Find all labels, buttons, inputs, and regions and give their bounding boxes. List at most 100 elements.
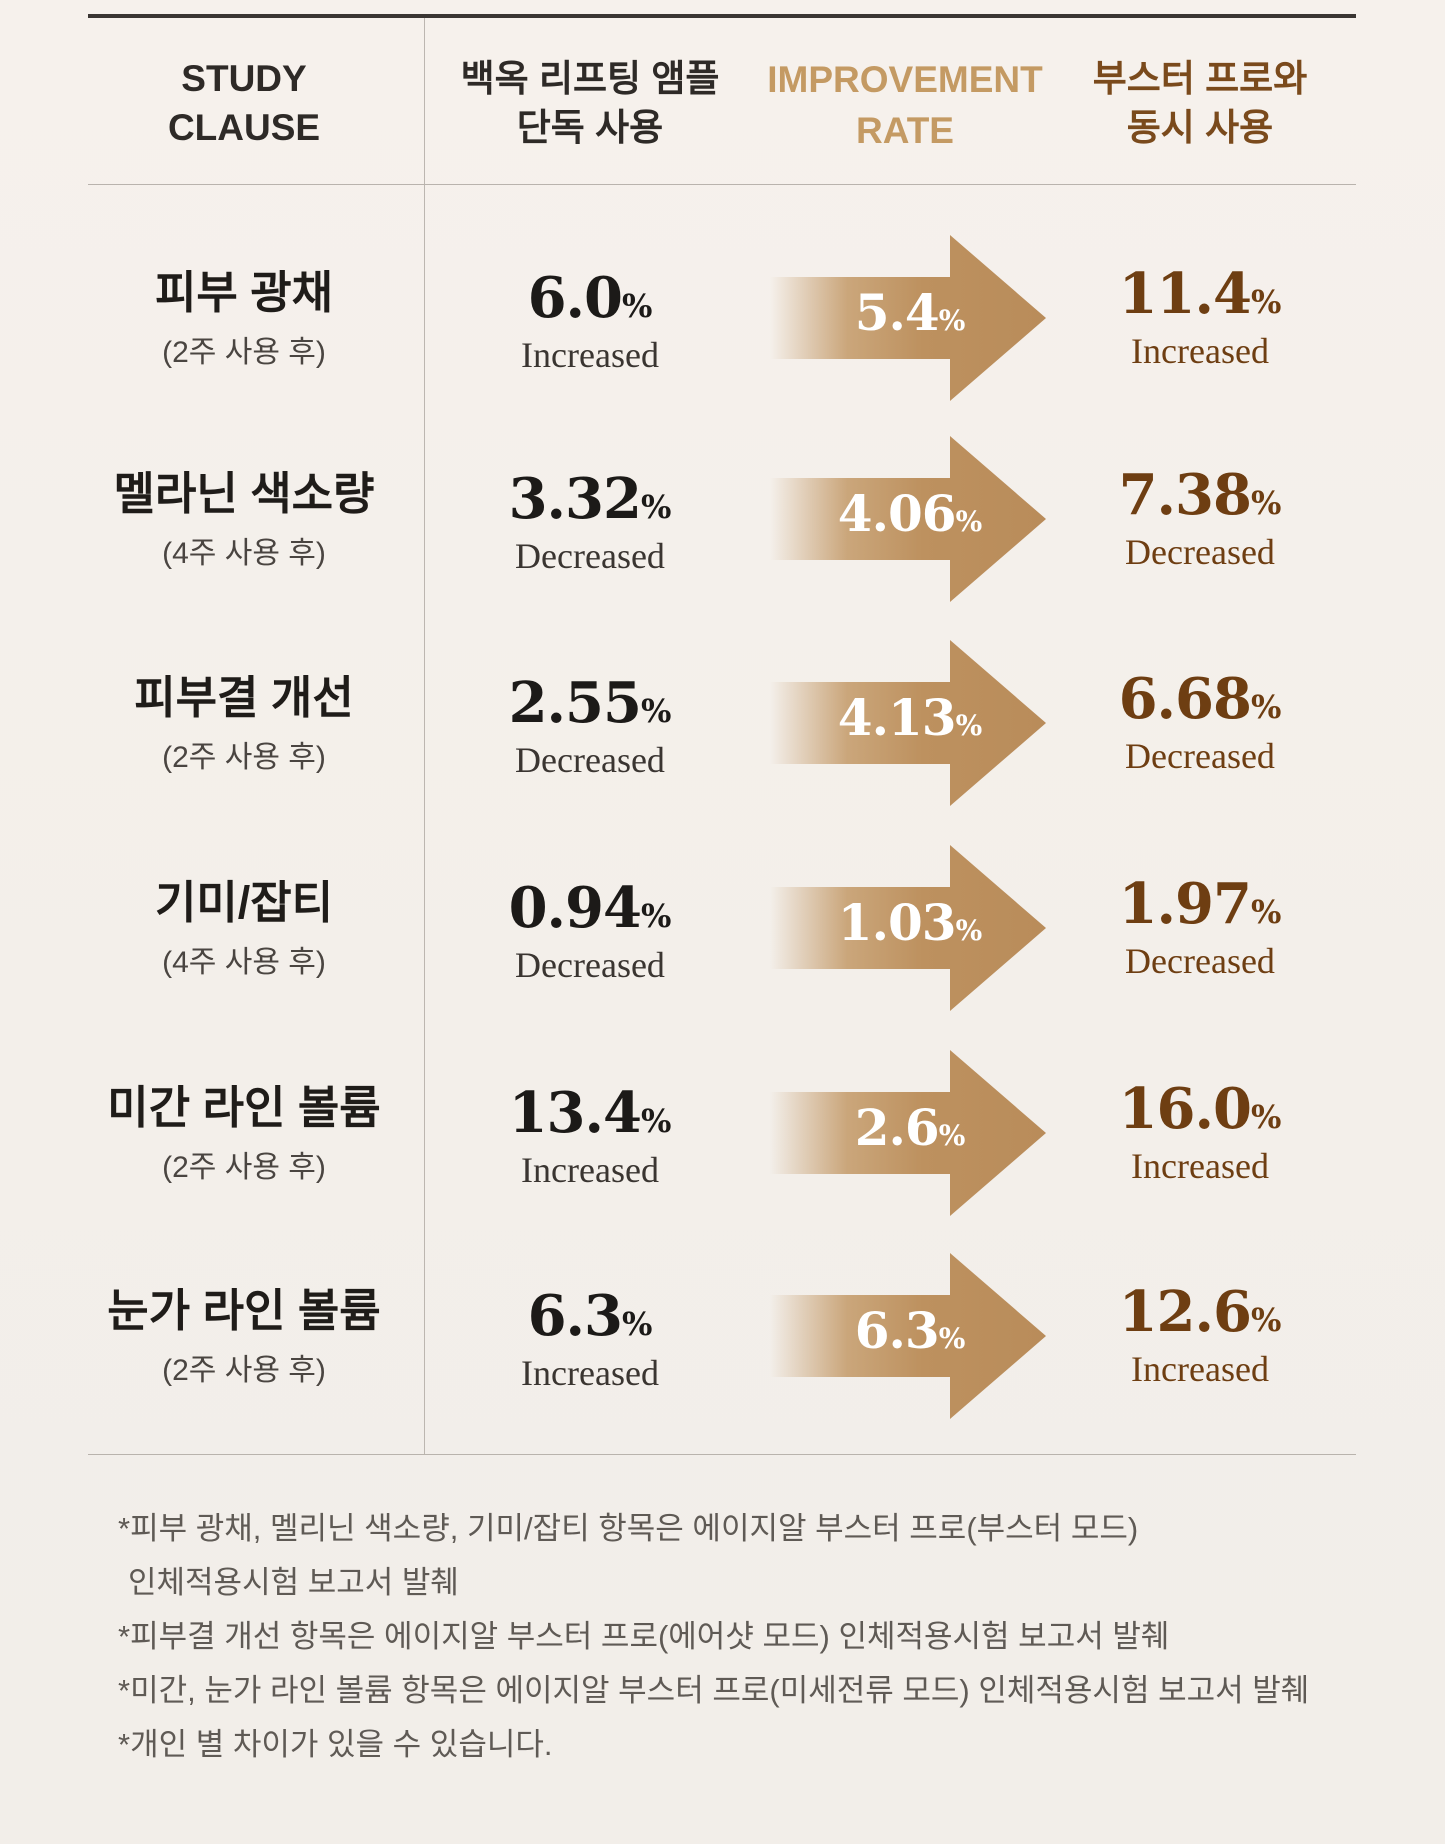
- table-row: 기미/잡티 (4주 사용 후) 0.94% Decreased: [0, 825, 1445, 1030]
- improvement-arrow: 4.06%: [770, 436, 1046, 602]
- footnotes: *피부 광채, 멜리닌 색소량, 기미/잡티 항목은 에이지알 부스터 프로(부…: [118, 1502, 1378, 1772]
- study-clause-cell: 멜라닌 색소량 (4주 사용 후): [88, 466, 400, 574]
- combo-use-result: 12.6% Increased: [1070, 1279, 1330, 1389]
- combo-value: 6.68: [1118, 666, 1252, 732]
- percent-sign: %: [1250, 484, 1282, 522]
- combo-label: Increased: [1131, 1146, 1269, 1186]
- percent-sign: %: [1250, 283, 1282, 321]
- solo-label: Decreased: [515, 536, 665, 576]
- arrow-icon: [770, 1253, 1046, 1419]
- header-rule: [88, 184, 1356, 185]
- percent-sign: %: [955, 914, 983, 947]
- combo-use-result: 6.68% Decreased: [1070, 666, 1330, 776]
- combo-value: 7.38: [1118, 462, 1252, 528]
- table-row: 피부결 개선 (2주 사용 후) 2.55% Decreased: [0, 620, 1445, 825]
- improvement-rate: 1.03%: [830, 893, 990, 965]
- clause-title: 눈가 라인 볼륨: [107, 1285, 381, 1336]
- combo-use-result: 1.97% Decreased: [1070, 871, 1330, 981]
- clause-period: (4주 사용 후): [162, 946, 326, 979]
- improvement-arrow: 6.3%: [770, 1253, 1046, 1419]
- solo-value: 2.55: [508, 670, 642, 736]
- study-clause-cell: 눈가 라인 볼륨 (2주 사용 후): [88, 1283, 400, 1391]
- combo-label: Increased: [1131, 1349, 1269, 1389]
- combo-use-result: 16.0% Increased: [1070, 1076, 1330, 1186]
- improvement-rate: 4.06%: [830, 484, 990, 556]
- improvement-arrow: 2.6%: [770, 1050, 1046, 1216]
- rate-value: 4.06: [837, 484, 957, 543]
- rate-value: 6.3: [854, 1301, 940, 1360]
- solo-label: Decreased: [515, 945, 665, 985]
- solo-use-result: 6.3% Increased: [460, 1283, 720, 1393]
- solo-use-result: 3.32% Decreased: [460, 466, 720, 576]
- solo-value: 6.0: [527, 265, 623, 331]
- percent-sign: %: [622, 1305, 653, 1343]
- percent-sign: %: [955, 505, 983, 538]
- solo-value: 3.32: [508, 466, 642, 532]
- combo-value: 11.4: [1118, 261, 1252, 327]
- combo-label: Decreased: [1125, 941, 1275, 981]
- clause-title: 피부결 개선: [134, 672, 354, 723]
- clause-title: 미간 라인 볼륨: [107, 1082, 381, 1133]
- footnote: *미간, 눈가 라인 볼륨 항목은 에이지알 부스터 프로(미세전류 모드) 인…: [118, 1673, 1310, 1708]
- footnote: *개인 별 차이가 있을 수 있습니다.: [118, 1727, 553, 1762]
- improvement-arrow: 5.4%: [770, 235, 1046, 401]
- header-improvement-rate: IMPROVEMENT RATE: [767, 59, 1043, 151]
- solo-value: 0.94: [508, 875, 642, 941]
- table-row: 눈가 라인 볼륨 (2주 사용 후) 6.3% Increased: [0, 1233, 1445, 1438]
- improvement-arrow: 1.03%: [770, 845, 1046, 1011]
- clause-period: (2주 사용 후): [162, 741, 326, 774]
- percent-sign: %: [938, 304, 966, 337]
- combo-label: Decreased: [1125, 736, 1275, 776]
- percent-sign: %: [640, 1102, 672, 1140]
- solo-use-result: 0.94% Decreased: [460, 875, 720, 985]
- solo-use-result: 2.55% Decreased: [460, 670, 720, 780]
- solo-label: Decreased: [515, 740, 665, 780]
- column-divider: [424, 18, 425, 1454]
- bottom-rule: [88, 1454, 1356, 1455]
- combo-use-result: 7.38% Decreased: [1070, 462, 1330, 572]
- clause-period: (2주 사용 후): [162, 336, 326, 369]
- percent-sign: %: [622, 287, 653, 325]
- improvement-arrow: 4.13%: [770, 640, 1046, 806]
- rate-value: 1.03: [837, 893, 957, 952]
- combo-value: 12.6: [1118, 1279, 1252, 1345]
- solo-use-result: 6.0% Increased: [460, 265, 720, 375]
- combo-value: 16.0: [1118, 1076, 1252, 1142]
- solo-label: Increased: [521, 1150, 659, 1190]
- rate-value: 2.6: [854, 1098, 940, 1157]
- table-row: 미간 라인 볼륨 (2주 사용 후) 13.4% Increased: [0, 1030, 1445, 1235]
- solo-label: Increased: [521, 1353, 659, 1393]
- clause-title: 피부 광채: [154, 267, 334, 318]
- combo-label: Decreased: [1125, 532, 1275, 572]
- improvement-rate: 6.3%: [830, 1301, 990, 1373]
- footnote: 인체적용시험 보고서 발췌: [128, 1565, 459, 1600]
- table-row: 멜라닌 색소량 (4주 사용 후) 3.32% Decreased: [0, 416, 1445, 621]
- percent-sign: %: [1250, 1098, 1282, 1136]
- arrow-icon: [770, 235, 1046, 401]
- header-study-clause: STUDY CLAUSE: [167, 58, 321, 148]
- header-solo-use: 백옥 리프팅 앰플 단독 사용: [460, 58, 720, 148]
- percent-sign: %: [640, 488, 672, 526]
- table-row: 피부 광채 (2주 사용 후) 6.0% Increased 5: [0, 215, 1445, 420]
- percent-sign: %: [640, 692, 672, 730]
- percent-sign: %: [1250, 893, 1282, 931]
- percent-sign: %: [640, 897, 672, 935]
- rate-value: 4.13: [837, 688, 957, 747]
- study-clause-cell: 피부결 개선 (2주 사용 후): [88, 670, 400, 778]
- study-clause-cell: 피부 광채 (2주 사용 후): [88, 265, 400, 373]
- clause-title: 멜라닌 색소량: [113, 468, 375, 519]
- footnote: *피부결 개선 항목은 에이지알 부스터 프로(에어샷 모드) 인체적용시험 보…: [118, 1619, 1170, 1654]
- percent-sign: %: [938, 1322, 966, 1355]
- arrow-icon: [770, 845, 1046, 1011]
- solo-label: Increased: [521, 335, 659, 375]
- header-combo-use: 부스터 프로와 동시 사용: [1092, 58, 1308, 148]
- percent-sign: %: [1250, 1301, 1282, 1339]
- study-clause-cell: 기미/잡티 (4주 사용 후): [88, 875, 400, 983]
- arrow-icon: [770, 640, 1046, 806]
- clause-title: 기미/잡티: [154, 877, 334, 928]
- combo-use-result: 11.4% Increased: [1070, 261, 1330, 371]
- improvement-rate: 4.13%: [830, 688, 990, 760]
- percent-sign: %: [955, 709, 983, 742]
- solo-use-result: 13.4% Increased: [460, 1080, 720, 1190]
